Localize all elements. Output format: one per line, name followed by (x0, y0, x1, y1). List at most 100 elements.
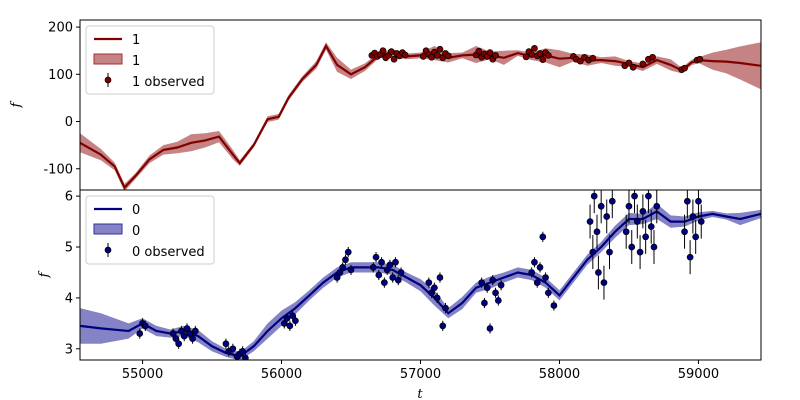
bottom-plot-area (80, 190, 761, 360)
top-observed-point (390, 55, 398, 63)
top-model-line (80, 43, 761, 190)
bottom-observed-point (342, 256, 349, 264)
bottom-observed-point (486, 325, 494, 332)
bottom-observed-point (589, 248, 597, 256)
bottom-observed-point (622, 228, 630, 236)
top-observed-point (522, 53, 530, 61)
top-legend-label: 1 observed (132, 75, 205, 90)
bottom-legend: 0 0 0 observed (85, 195, 215, 265)
bottom-observed-point (542, 274, 549, 281)
top-legend-label: 1 (132, 33, 140, 48)
top-observed-point (387, 48, 395, 55)
bottom-observed-point (439, 322, 447, 330)
bottom-observed-point (436, 274, 444, 281)
top-observed-point (576, 57, 584, 65)
top-observed-point (649, 53, 656, 61)
x-tick-label: 57000 (400, 367, 441, 382)
top-observed-point (589, 54, 597, 62)
bottom-observed-point (608, 197, 616, 205)
top-observed-point (528, 51, 536, 58)
bottom-observed-point (378, 258, 385, 266)
bottom-observed-point (192, 327, 199, 335)
bottom-observed-point (483, 284, 491, 292)
top-legend: 1 1 1 observed (85, 25, 215, 95)
top-y-tick-label: 100 (48, 68, 73, 83)
bottom-observed-point (392, 258, 399, 266)
bottom-observed-point (397, 269, 405, 276)
bottom-legend-label: 0 (132, 224, 140, 239)
top-observed-point (545, 52, 552, 59)
bottom-observed-point (683, 197, 691, 205)
top-observed-point (629, 63, 637, 71)
bottom-observed-point (286, 322, 294, 330)
bottom-observed-point (650, 243, 658, 251)
top-y-tick-label: -100 (43, 162, 73, 177)
bottom-observed-point (686, 253, 694, 261)
bottom-axis-ticks: 3 4 5 6 55000 56000 57000 58000 59000 (65, 190, 719, 382)
bottom-legend-box (85, 195, 215, 265)
bottom-observed-point (189, 335, 196, 342)
bottom-observed-point (229, 345, 237, 353)
top-observed-point (531, 44, 538, 52)
top-y-axis-label: f (9, 100, 24, 108)
bottom-observed-point (642, 233, 649, 241)
bottom-observed-point (697, 218, 705, 225)
bottom-observed-point (497, 281, 505, 289)
top-legend-label: 1 (132, 54, 140, 69)
bottom-observed-point (689, 213, 697, 220)
top-y-tick-label: 0 (65, 115, 73, 130)
top-y-tick-label: 200 (48, 21, 73, 36)
bottom-observed-point (180, 332, 188, 340)
top-plot-area (80, 42, 761, 190)
bottom-panel: 3 4 5 6 55000 56000 57000 58000 59000 f t 0 0 0 ob… (37, 189, 762, 400)
bottom-observed-point (489, 276, 497, 284)
top-observed-point (401, 51, 409, 59)
bottom-observed-point (597, 202, 605, 210)
bottom-observed-point (636, 248, 644, 256)
bottom-observed-point (631, 192, 638, 200)
bottom-y-tick-label: 4 (65, 291, 73, 306)
bottom-observed-point (494, 297, 502, 304)
top-observed-point (379, 47, 387, 55)
bottom-observed-point (603, 213, 611, 220)
bottom-observed-point (347, 266, 355, 274)
bottom-observed-point (386, 261, 394, 269)
x-tick-label: 55000 (122, 367, 163, 382)
top-observed-point (433, 52, 441, 59)
bottom-observed-point (645, 192, 652, 200)
bottom-observed-point (339, 264, 347, 271)
top-observed-point (536, 50, 544, 57)
bottom-observed-point (528, 269, 536, 276)
bottom-y-tick-label: 5 (65, 241, 73, 256)
top-legend-box (85, 25, 215, 95)
bottom-observed-point (344, 248, 352, 256)
bottom-observed-point (381, 279, 388, 286)
bottom-observed-point (425, 279, 433, 286)
bottom-observed-point (372, 253, 380, 261)
x-axis-label: t (417, 387, 423, 400)
bottom-observed-point (175, 340, 183, 348)
top-panel: -100 0 100 200 f 1 1 1 observed (9, 19, 762, 191)
bottom-observed-point (481, 299, 488, 307)
bottom-observed-point (539, 233, 547, 241)
bottom-observed-point (590, 192, 598, 200)
bottom-legend-band-swatch (93, 223, 123, 235)
bottom-observed-point (222, 340, 230, 348)
bottom-observed-point (442, 304, 449, 312)
bottom-legend-marker-swatch (104, 246, 112, 254)
bottom-observed-point (531, 258, 538, 266)
bottom-observed-point (536, 264, 544, 271)
top-observed-point (419, 53, 427, 60)
top-observed-point (492, 52, 499, 59)
bottom-observed-point (586, 218, 594, 225)
bottom-observed-point (375, 271, 383, 279)
top-observed-point (475, 47, 483, 55)
bottom-observed-point (639, 208, 647, 215)
top-legend-marker-swatch (104, 76, 112, 84)
bottom-legend-label: 0 (132, 203, 140, 218)
bottom-observed-point (606, 248, 613, 256)
bottom-model-line (80, 210, 761, 358)
top-legend-band-swatch (93, 53, 123, 65)
bottom-observed-point (681, 228, 688, 236)
bottom-observed-point (433, 294, 441, 302)
